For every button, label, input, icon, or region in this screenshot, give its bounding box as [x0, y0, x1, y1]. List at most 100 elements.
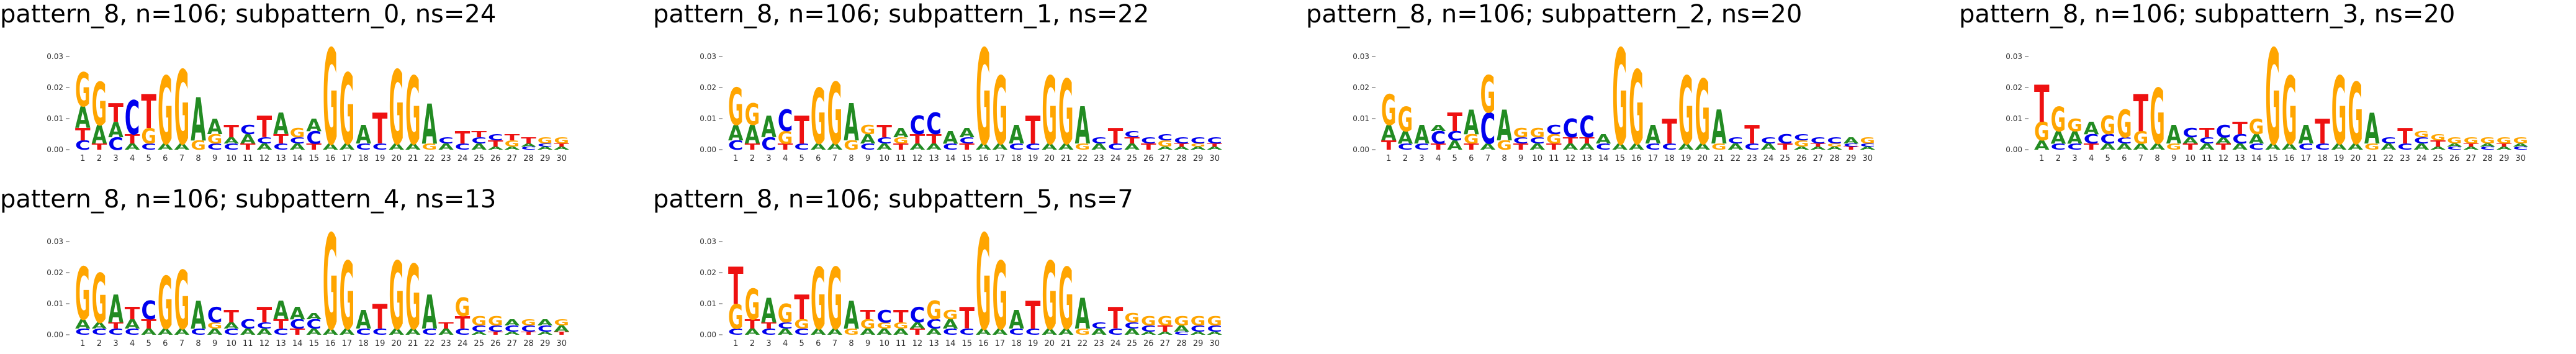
- x-position-label: 5: [2105, 154, 2110, 163]
- logo-letter-A: A: [1811, 146, 1826, 151]
- svg-text:T: T: [794, 109, 809, 153]
- svg-text:T: T: [1563, 136, 1578, 146]
- x-position-label: 7: [832, 154, 837, 163]
- x-position-label: 26: [490, 154, 501, 163]
- svg-text:T: T: [554, 331, 569, 336]
- svg-text:C: C: [75, 327, 91, 337]
- svg-text:G: G: [1075, 327, 1091, 337]
- x-position-label: 30: [556, 339, 567, 348]
- svg-text:T: T: [141, 317, 156, 332]
- x-position-label: 26: [1143, 154, 1154, 163]
- logo-letter-A: A: [844, 94, 859, 153]
- x-position-label: 3: [2072, 154, 2077, 163]
- logo-letter-A: A: [538, 318, 553, 328]
- svg-text:A: A: [1844, 136, 1859, 146]
- svg-text:C: C: [1207, 136, 1222, 146]
- y-tick-label: 0.01: [2006, 114, 2022, 123]
- svg-text:A: A: [876, 327, 892, 337]
- logo-letter-G: G: [1711, 142, 1727, 152]
- svg-text:C: C: [257, 321, 272, 331]
- logo-letter-G: G: [1042, 58, 1057, 166]
- svg-text:T: T: [2216, 142, 2231, 152]
- svg-text:A: A: [306, 327, 322, 337]
- x-position-label: 27: [2466, 154, 2477, 163]
- svg-text:G: G: [1075, 142, 1091, 152]
- logo-letter-G: G: [455, 293, 471, 322]
- logo-letter-A: A: [438, 327, 454, 337]
- logo-letter-G: G: [1158, 314, 1173, 329]
- logo-letter-G: G: [1191, 143, 1206, 148]
- logo-letter-G: G: [1075, 142, 1091, 152]
- logo-letter-T: T: [257, 302, 272, 327]
- svg-text:A: A: [389, 327, 404, 337]
- logo-letter-A: A: [860, 132, 876, 147]
- logo-letter-C: C: [372, 142, 388, 152]
- logo-letter-C: C: [1513, 136, 1529, 146]
- svg-text:T: T: [1744, 120, 1760, 150]
- logo-letter-T: T: [223, 307, 239, 327]
- svg-text:G: G: [422, 142, 438, 152]
- svg-text:A: A: [1191, 146, 1206, 151]
- svg-text:G: G: [1480, 66, 1496, 125]
- x-position-label: 9: [212, 339, 217, 348]
- svg-text:A: A: [959, 125, 975, 140]
- logo-letter-A: A: [1480, 142, 1496, 152]
- svg-text:T: T: [223, 307, 239, 327]
- svg-text:C: C: [1744, 142, 1760, 152]
- logo-letter-T: T: [1844, 146, 1859, 151]
- logo-letter-T: T: [910, 132, 925, 147]
- x-position-label: 10: [879, 154, 889, 163]
- svg-text:C: C: [1563, 114, 1578, 143]
- svg-text:T: T: [2084, 142, 2099, 152]
- x-position-label: 24: [2416, 154, 2427, 163]
- logo-letter-A: A: [976, 142, 991, 152]
- svg-text:A: A: [174, 327, 190, 337]
- x-position-label: 24: [1110, 339, 1121, 348]
- svg-text:A: A: [1711, 101, 1727, 155]
- x-position-label: 13: [2235, 154, 2245, 163]
- x-position-label: 9: [865, 339, 870, 348]
- svg-text:C: C: [926, 317, 942, 332]
- svg-text:A: A: [306, 312, 322, 322]
- x-position-label: 15: [308, 339, 319, 348]
- svg-text:T: T: [728, 258, 744, 317]
- logo-letter-T: T: [1108, 124, 1124, 148]
- svg-text:G: G: [1513, 125, 1529, 140]
- svg-text:C: C: [488, 324, 503, 334]
- svg-text:C: C: [455, 327, 471, 337]
- logo-letter-A: A: [745, 327, 760, 337]
- svg-text:A: A: [356, 120, 371, 150]
- logo-letter-C: C: [761, 327, 777, 337]
- svg-text:T: T: [794, 288, 809, 328]
- x-position-label: 17: [995, 154, 1006, 163]
- logo-letter-G: G: [158, 58, 173, 166]
- x-position-label: 16: [2284, 154, 2295, 163]
- x-position-label: 25: [2433, 154, 2443, 163]
- svg-text:C: C: [1141, 324, 1156, 334]
- logo-letter-C: C: [273, 327, 289, 337]
- x-position-label: 14: [292, 339, 303, 348]
- svg-text:A: A: [505, 318, 520, 328]
- svg-text:G: G: [2034, 117, 2050, 147]
- sequence-logo-chart: 0.000.010.020.031 2 3 4 5 6 7 8 9 10 11 12 13 14 15 16 1…: [47, 22, 569, 175]
- logo-letter-A: A: [1414, 120, 1430, 150]
- x-position-label: 26: [2449, 154, 2460, 163]
- logo-letter-G: G: [1513, 125, 1529, 140]
- logo-letter-C: C: [488, 324, 503, 334]
- svg-text:A: A: [761, 110, 777, 144]
- svg-text:A: A: [2051, 129, 2066, 148]
- logo-letter-G: G: [405, 247, 421, 350]
- svg-text:A: A: [538, 146, 553, 151]
- logo-letter-A: A: [2182, 136, 2198, 146]
- logo-letter-A: A: [1794, 146, 1809, 151]
- svg-text:C: C: [1108, 142, 1124, 152]
- logo-letter-G: G: [422, 142, 438, 152]
- svg-text:G: G: [2249, 114, 2264, 139]
- logo-letter-G: G: [2513, 136, 2528, 146]
- logo-letter-T: T: [108, 321, 124, 331]
- svg-text:G: G: [926, 296, 942, 325]
- x-position-label: 23: [1094, 339, 1104, 348]
- logo-letter-A: A: [827, 142, 843, 152]
- svg-text:A: A: [273, 107, 289, 141]
- logo-letter-G: G: [827, 66, 843, 164]
